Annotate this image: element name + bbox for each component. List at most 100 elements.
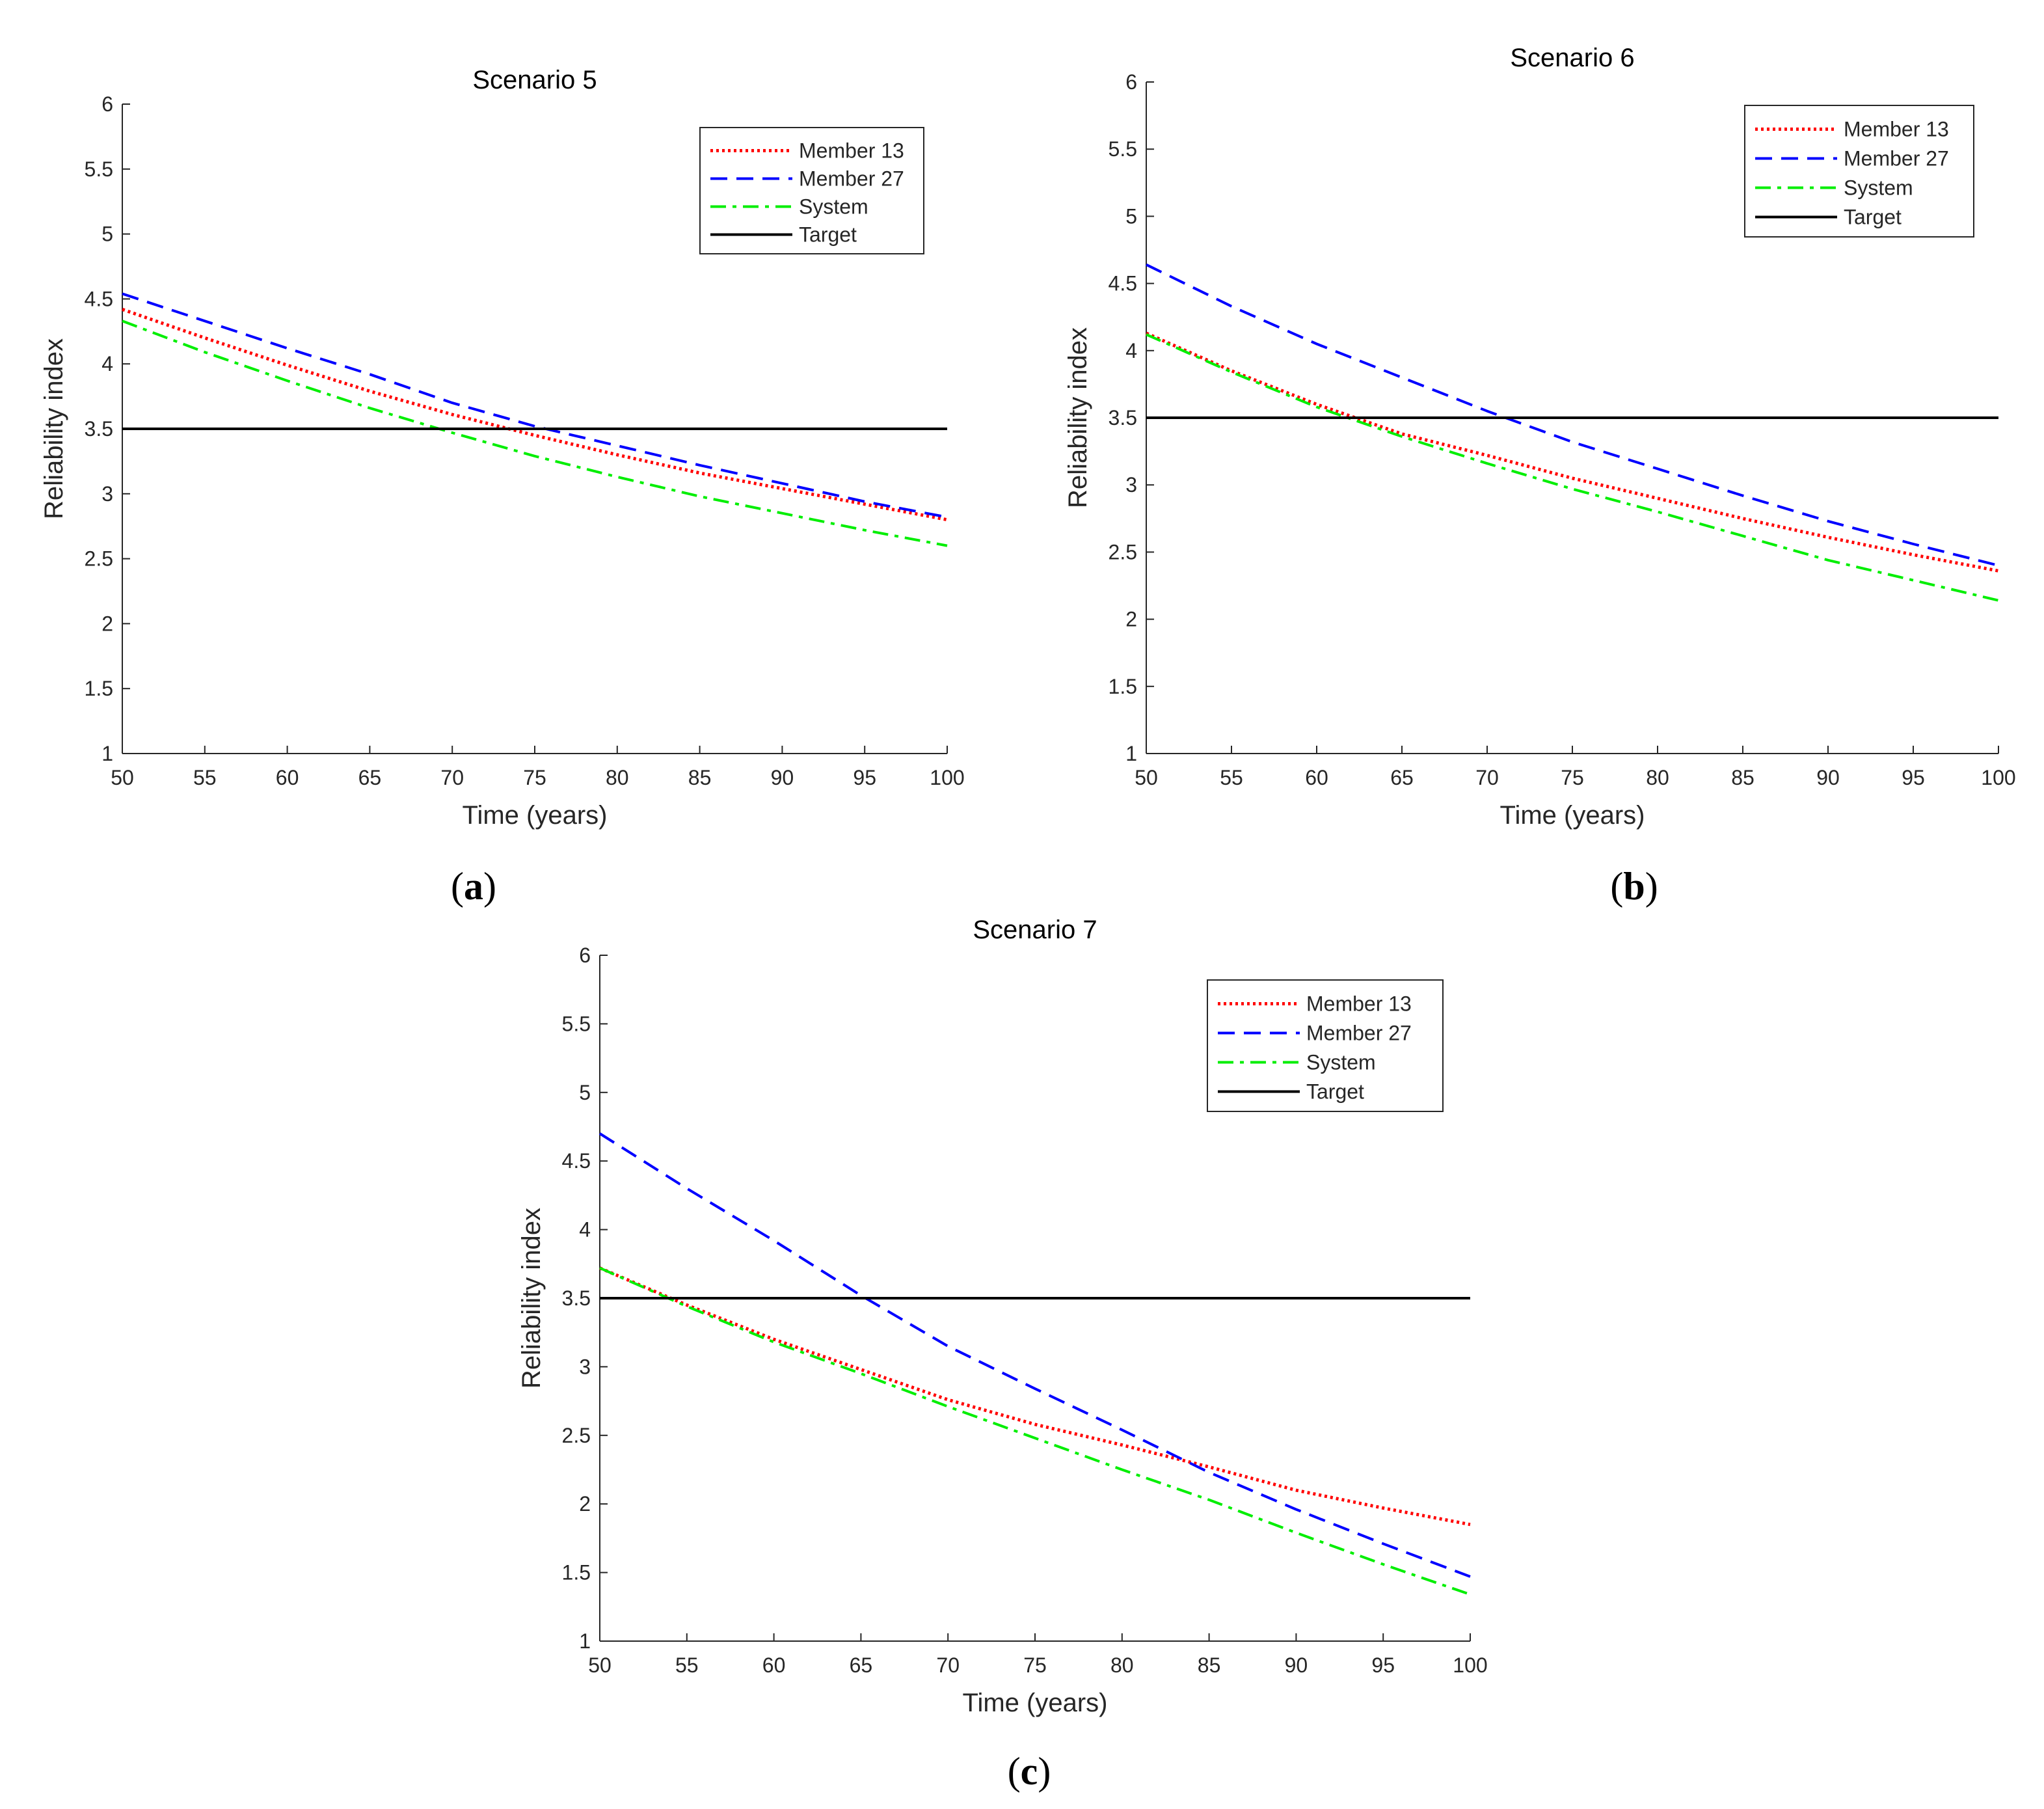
y-tick-label: 4.5 [85,287,113,310]
y-tick-label: 4.5 [1109,272,1137,295]
x-tick-label: 50 [1135,766,1158,789]
legend-label: System [1306,1051,1376,1074]
series-line-member-27 [122,292,948,519]
legend-box [699,127,924,254]
y-tick-label: 4 [579,1218,591,1242]
panel-label-open-paren: ( [451,865,464,908]
x-tick-label: 60 [1305,766,1328,789]
y-tick-label: 2 [101,612,113,635]
x-tick-label: 65 [358,766,382,789]
y-tick-label: 3 [101,482,113,506]
panel-label-letter: a [464,865,483,908]
y-axis-title: Reliability index [40,338,68,519]
legend-label: Member 13 [799,139,904,163]
y-tick-label: 4 [101,352,113,375]
series-line-member-27 [598,1132,1471,1578]
x-tick-label: 95 [853,766,876,789]
x-tick-label: 90 [771,766,794,789]
y-tick-label: 2.5 [562,1424,591,1447]
x-axis-title: Time (years) [1500,801,1645,830]
x-tick-label: 80 [1646,766,1669,789]
x-tick-label: 90 [1285,1653,1308,1677]
chart-title: Scenario 6 [1510,44,1634,72]
x-tick-label: 75 [1023,1653,1047,1677]
legend-label: Member 27 [799,167,904,191]
y-tick-label: 2.5 [1109,540,1137,564]
panel-label-letter: b [1623,865,1645,908]
panel-label-close-paren: ) [483,865,496,908]
y-tick-label: 6 [1125,70,1137,94]
series-line-member-13 [599,1266,1471,1527]
panel-label: (a) [451,865,496,908]
y-axis-title: Reliability index [1064,327,1092,508]
x-tick-label: 55 [1220,766,1243,789]
x-tick-label: 85 [1198,1653,1221,1677]
legend-label: Member 27 [1844,147,1949,170]
y-tick-label: 2 [579,1492,591,1516]
legend-label: Member 13 [1306,992,1412,1016]
y-axis-title: Reliability index [517,1208,546,1389]
x-tick-label: 70 [936,1653,960,1677]
legend-label: Target [1306,1080,1364,1104]
legend-label: System [799,195,868,219]
x-tick-label: 95 [1902,766,1925,789]
series-line-system [1146,333,1999,602]
x-tick-label: 80 [606,766,629,789]
y-tick-label: 5.5 [562,1012,591,1035]
chart-title: Scenario 7 [973,916,1097,944]
chart-panel-b: Scenario 650 55 60 65 70 75 80 85 90 95 10011.522.… [1064,44,2016,908]
y-tick-label: 1.5 [85,677,113,700]
x-tick-label: 70 [1475,766,1499,789]
y-tick-label: 3 [579,1355,591,1378]
panel-label-close-paren: ) [1038,1750,1051,1793]
y-tick-label: 5 [579,1081,591,1104]
y-tick-label: 1 [1125,742,1137,765]
x-tick-label: 75 [523,766,546,789]
x-tick-label: 85 [1731,766,1755,789]
y-tick-label: 1 [101,742,113,765]
y-tick-label: 4 [1125,339,1137,362]
legend: Member 13 Member 27 System Target [699,127,924,254]
x-tick-label: 50 [588,1653,612,1677]
panel-label-close-paren: ) [1645,865,1658,908]
x-axis-title: Time (years) [963,1689,1108,1717]
legend-box [1744,105,1974,238]
y-tick-label: 4.5 [562,1149,591,1173]
legend-label: Target [1844,206,1902,229]
panel-label-open-paren: ( [1008,1750,1021,1793]
x-axis-title: Time (years) [463,801,608,830]
y-tick-label: 2 [1125,608,1137,631]
x-tick-label: 50 [111,766,134,789]
x-tick-label: 60 [762,1653,786,1677]
x-tick-label: 95 [1371,1653,1395,1677]
legend: Member 13 Member 27 System Target [1744,105,1974,238]
panel-label: (b) [1610,865,1658,908]
series-line-member-27 [1146,263,1999,567]
y-tick-label: 3 [1125,473,1137,496]
chart-panel-c: Scenario 7 50 55 60 65 70 75 80 85 90 95 100 1 1.5 2 2.… [517,916,1488,1793]
x-tick-label: 100 [1981,766,2015,789]
chart-title: Scenario 5 [472,66,597,94]
x-tick-label: 55 [675,1653,699,1677]
y-tick-label: 5.5 [1109,137,1137,161]
x-tick-label: 55 [193,766,217,789]
y-tick-label: 3.5 [1109,406,1137,429]
y-tick-label: 5 [1125,204,1137,228]
x-tick-label: 100 [1453,1653,1487,1677]
legend-label: Member 27 [1306,1022,1412,1045]
y-tick-label: 3.5 [562,1286,591,1310]
x-tick-label: 80 [1110,1653,1134,1677]
y-tick-label: 1 [579,1629,591,1653]
y-tick-label: 2.5 [85,547,113,571]
y-tick-label: 5.5 [85,157,113,181]
y-tick-label: 3.5 [85,417,113,441]
x-tick-label: 65 [850,1653,873,1677]
x-tick-label: 65 [1390,766,1414,789]
y-tick-label: 1.5 [562,1561,591,1585]
legend-box [1207,979,1444,1112]
x-tick-label: 85 [688,766,712,789]
x-tick-label: 90 [1816,766,1840,789]
y-tick-label: 1.5 [1109,675,1137,698]
series-line-member-13 [1145,331,1999,573]
